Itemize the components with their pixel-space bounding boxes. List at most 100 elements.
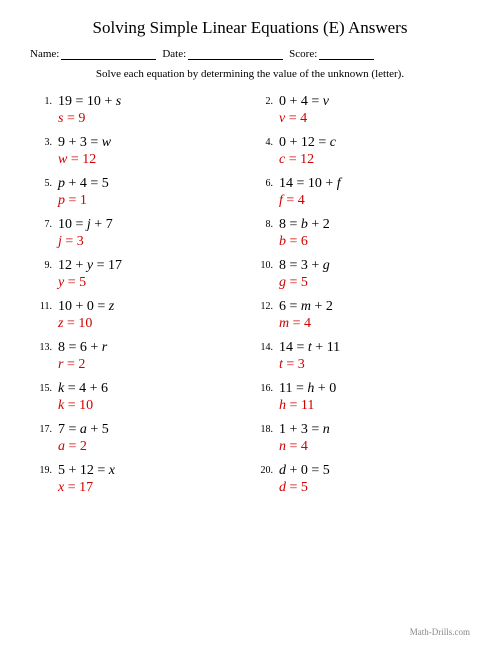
problem-content: k = 4 + 6k = 10 (58, 381, 108, 414)
equation-text: 14 = 10 + f (279, 176, 341, 192)
problem-item: 17.7 = a + 5a = 2 (38, 422, 241, 455)
problem-item: 1.19 = 10 + ss = 9 (38, 94, 241, 127)
problem-content: 11 = h + 0h = 11 (279, 381, 336, 414)
problem-number: 3. (38, 135, 58, 148)
problem-content: 8 = b + 2b = 6 (279, 217, 330, 250)
problem-content: 0 + 12 = cc = 12 (279, 135, 336, 168)
answer-text: n = 4 (279, 439, 330, 455)
problem-item: 20.d + 0 = 5d = 5 (259, 463, 462, 496)
equation-text: 0 + 12 = c (279, 135, 336, 151)
problem-content: 12 + y = 17y = 5 (58, 258, 122, 291)
answer-text: h = 11 (279, 398, 336, 414)
answer-text: m = 4 (279, 316, 333, 332)
answer-text: z = 10 (58, 316, 114, 332)
answer-text: r = 2 (58, 357, 107, 373)
equation-text: 8 = 3 + g (279, 258, 330, 274)
equation-text: 10 + 0 = z (58, 299, 114, 315)
date-line (188, 48, 283, 60)
problem-number: 6. (259, 176, 279, 189)
problem-item: 9.12 + y = 17y = 5 (38, 258, 241, 291)
problem-number: 11. (38, 299, 58, 312)
answer-text: w = 12 (58, 152, 111, 168)
problem-number: 5. (38, 176, 58, 189)
problem-content: 1 + 3 = nn = 4 (279, 422, 330, 455)
instruction-text: Solve each equation by determining the v… (30, 68, 470, 80)
problem-item: 16.11 = h + 0h = 11 (259, 381, 462, 414)
problem-item: 7.10 = j + 7j = 3 (38, 217, 241, 250)
equation-text: 19 = 10 + s (58, 94, 121, 110)
problem-number: 19. (38, 463, 58, 476)
problem-number: 2. (259, 94, 279, 107)
problem-content: d + 0 = 5d = 5 (279, 463, 330, 496)
problem-number: 18. (259, 422, 279, 435)
problem-content: 19 = 10 + ss = 9 (58, 94, 121, 127)
problem-content: 10 + 0 = zz = 10 (58, 299, 114, 332)
problem-number: 17. (38, 422, 58, 435)
equation-text: 6 = m + 2 (279, 299, 333, 315)
problem-content: 10 = j + 7j = 3 (58, 217, 113, 250)
problem-number: 15. (38, 381, 58, 394)
equation-text: 8 = 6 + r (58, 340, 107, 356)
problem-content: p + 4 = 5p = 1 (58, 176, 109, 209)
answer-text: x = 17 (58, 480, 115, 496)
problem-number: 9. (38, 258, 58, 271)
header-row: Name: Date: Score: (30, 48, 470, 60)
name-line (61, 48, 156, 60)
equation-text: p + 4 = 5 (58, 176, 109, 192)
score-line (319, 48, 374, 60)
problem-content: 7 = a + 5a = 2 (58, 422, 109, 455)
problem-content: 5 + 12 = xx = 17 (58, 463, 115, 496)
equation-text: d + 0 = 5 (279, 463, 330, 479)
answer-text: y = 5 (58, 275, 122, 291)
page-title: Solving Simple Linear Equations (E) Answ… (30, 18, 470, 38)
problem-number: 10. (259, 258, 279, 271)
answer-text: v = 4 (279, 111, 329, 127)
equation-text: 10 = j + 7 (58, 217, 113, 233)
equation-text: 1 + 3 = n (279, 422, 330, 438)
problem-item: 12.6 = m + 2m = 4 (259, 299, 462, 332)
equation-text: 5 + 12 = x (58, 463, 115, 479)
problem-item: 2.0 + 4 = vv = 4 (259, 94, 462, 127)
equation-text: 14 = t + 11 (279, 340, 340, 356)
problem-number: 4. (259, 135, 279, 148)
name-label: Name: (30, 48, 59, 60)
problem-item: 10.8 = 3 + gg = 5 (259, 258, 462, 291)
answer-text: d = 5 (279, 480, 330, 496)
equation-text: k = 4 + 6 (58, 381, 108, 397)
equation-text: 11 = h + 0 (279, 381, 336, 397)
problem-item: 8.8 = b + 2b = 6 (259, 217, 462, 250)
equation-text: 0 + 4 = v (279, 94, 329, 110)
problem-content: 8 = 3 + gg = 5 (279, 258, 330, 291)
equation-text: 9 + 3 = w (58, 135, 111, 151)
problem-item: 3.9 + 3 = ww = 12 (38, 135, 241, 168)
problem-number: 8. (259, 217, 279, 230)
equation-text: 8 = b + 2 (279, 217, 330, 233)
answer-text: b = 6 (279, 234, 330, 250)
date-field: Date: (162, 48, 283, 60)
answer-text: t = 3 (279, 357, 340, 373)
problem-content: 9 + 3 = ww = 12 (58, 135, 111, 168)
problem-item: 11.10 + 0 = zz = 10 (38, 299, 241, 332)
name-field: Name: (30, 48, 156, 60)
answer-text: f = 4 (279, 193, 341, 209)
score-field: Score: (289, 48, 374, 60)
equation-text: 12 + y = 17 (58, 258, 122, 274)
problem-number: 1. (38, 94, 58, 107)
problem-number: 7. (38, 217, 58, 230)
answer-text: j = 3 (58, 234, 113, 250)
problem-number: 20. (259, 463, 279, 476)
problem-number: 12. (259, 299, 279, 312)
answer-text: g = 5 (279, 275, 330, 291)
answer-text: a = 2 (58, 439, 109, 455)
problem-content: 0 + 4 = vv = 4 (279, 94, 329, 127)
answer-text: s = 9 (58, 111, 121, 127)
problem-item: 19.5 + 12 = xx = 17 (38, 463, 241, 496)
problem-number: 16. (259, 381, 279, 394)
answer-text: k = 10 (58, 398, 108, 414)
problem-number: 13. (38, 340, 58, 353)
problem-item: 13.8 = 6 + rr = 2 (38, 340, 241, 373)
problem-content: 6 = m + 2m = 4 (279, 299, 333, 332)
problem-item: 6.14 = 10 + ff = 4 (259, 176, 462, 209)
answer-text: c = 12 (279, 152, 336, 168)
problem-content: 8 = 6 + rr = 2 (58, 340, 107, 373)
